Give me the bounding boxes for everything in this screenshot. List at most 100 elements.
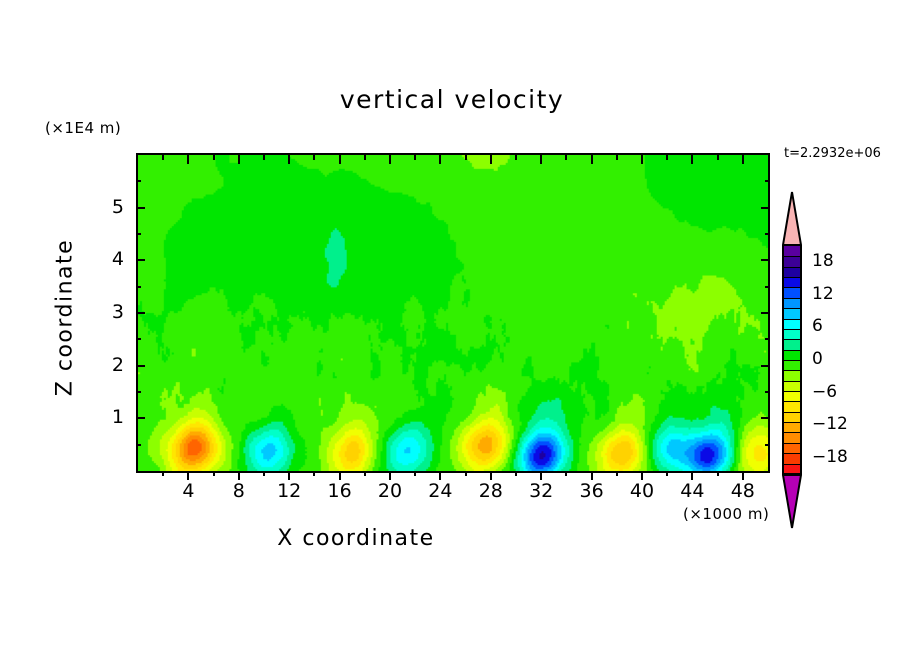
colorbar-band <box>782 401 802 412</box>
over-range-arrow <box>781 191 803 246</box>
y-tick-minor-right <box>765 391 770 393</box>
colorbar-band <box>782 391 802 402</box>
x-tick-minor-top <box>414 155 417 160</box>
colorbar-under-cap <box>781 474 803 529</box>
colorbar-band <box>782 287 802 298</box>
x-tick-major <box>641 471 643 480</box>
x-tick-major <box>691 471 694 480</box>
y-tick-minor <box>136 443 141 446</box>
colorbar <box>782 246 802 474</box>
x-tick-minor-top <box>565 155 568 160</box>
x-tick-minor-top <box>666 155 669 160</box>
colorbar-over-cap <box>781 191 803 246</box>
x-tick-minor <box>162 471 165 476</box>
x-tick-minor <box>313 471 316 476</box>
x-tick-minor-top <box>464 155 467 160</box>
x-tick-label: 12 <box>277 480 302 502</box>
x-tick-label: 36 <box>579 480 604 502</box>
x-tick-label: 4 <box>182 480 195 502</box>
x-tick-minor <box>515 471 517 476</box>
y-tick-minor-right <box>765 285 770 288</box>
x-tick-major <box>741 471 744 480</box>
x-tick-label: 40 <box>629 480 655 502</box>
chart-title: vertical velocity <box>339 85 565 114</box>
x-tick-major-top <box>187 155 190 164</box>
x-tick-minor-top <box>263 155 265 160</box>
y-tick-label: 4 <box>111 248 124 271</box>
x-tick-major-top <box>741 155 744 164</box>
y-tick-major-right <box>761 259 770 262</box>
y-tick-major-right <box>761 312 770 314</box>
y-tick-major-right <box>761 364 770 367</box>
x-tick-major <box>389 471 391 480</box>
x-tick-major <box>590 471 593 480</box>
y-tick-major <box>136 312 145 314</box>
x-tick-minor-top <box>615 155 618 160</box>
x-tick-label: 48 <box>730 480 755 502</box>
colorbar-band <box>782 266 802 278</box>
colorbar-band <box>782 411 802 423</box>
y-tick-minor <box>136 391 141 393</box>
x-tick-minor <box>565 471 568 476</box>
x-tick-major-top <box>489 155 492 164</box>
colorbar-tick-label: 18 <box>812 251 834 272</box>
contour-field <box>138 155 768 471</box>
colorbar-band <box>782 277 802 288</box>
x-tick-minor <box>414 471 417 476</box>
y-axis-unit-label: (×1E4 m) <box>45 119 122 137</box>
x-tick-major <box>237 471 240 480</box>
x-tick-minor <box>464 471 467 476</box>
x-axis-unit-label: (×1000 m) <box>683 505 770 523</box>
y-tick-minor <box>136 233 141 235</box>
x-tick-minor-top <box>313 155 316 160</box>
x-tick-major-top <box>540 155 543 164</box>
x-axis-title: X coordinate <box>277 526 435 551</box>
y-tick-major-right <box>761 417 770 420</box>
x-tick-label: 16 <box>327 480 352 502</box>
x-tick-minor <box>363 471 366 476</box>
x-tick-major-top <box>389 155 391 164</box>
x-tick-major <box>187 471 190 480</box>
colorbar-tick-label: 12 <box>812 283 834 304</box>
x-tick-minor-top <box>716 155 719 160</box>
y-tick-minor-right <box>765 443 770 446</box>
x-tick-major-top <box>590 155 593 164</box>
y-tick-minor-right <box>765 180 770 183</box>
x-tick-minor <box>666 471 669 476</box>
x-tick-minor <box>212 471 215 476</box>
colorbar-band <box>782 422 802 433</box>
y-tick-minor-right <box>765 338 770 341</box>
x-tick-major <box>439 471 442 480</box>
y-tick-minor <box>136 180 141 183</box>
y-tick-major <box>136 364 145 367</box>
colorbar-band <box>782 359 802 371</box>
y-tick-major <box>136 206 145 209</box>
colorbar-tick-label: −12 <box>812 414 848 435</box>
colorbar-tick-label: 6 <box>812 316 823 337</box>
x-tick-label: 24 <box>428 480 453 502</box>
colorbar-band <box>782 463 802 474</box>
x-tick-major-top <box>439 155 442 164</box>
y-tick-major <box>136 259 145 262</box>
x-tick-minor-top <box>363 155 366 160</box>
y-tick-minor <box>136 285 141 288</box>
colorbar-band <box>782 328 802 340</box>
x-tick-major <box>288 471 291 480</box>
colorbar-band <box>782 370 802 381</box>
time-annotation: t=2.2932e+06 <box>784 146 881 161</box>
y-tick-label: 1 <box>111 406 124 429</box>
x-tick-major-top <box>338 155 341 164</box>
x-tick-major-top <box>288 155 291 164</box>
x-tick-label: 28 <box>478 480 503 502</box>
colorbar-band <box>782 339 802 350</box>
y-tick-minor <box>136 338 141 341</box>
colorbar-band <box>782 453 802 464</box>
colorbar-tick-label: 0 <box>812 349 823 369</box>
y-tick-major <box>136 417 145 420</box>
y-tick-minor-right <box>765 233 770 235</box>
x-tick-label: 44 <box>680 480 705 502</box>
x-tick-major-top <box>691 155 694 164</box>
y-tick-label: 5 <box>111 195 124 218</box>
y-axis-title: Z coordinate <box>52 238 78 397</box>
